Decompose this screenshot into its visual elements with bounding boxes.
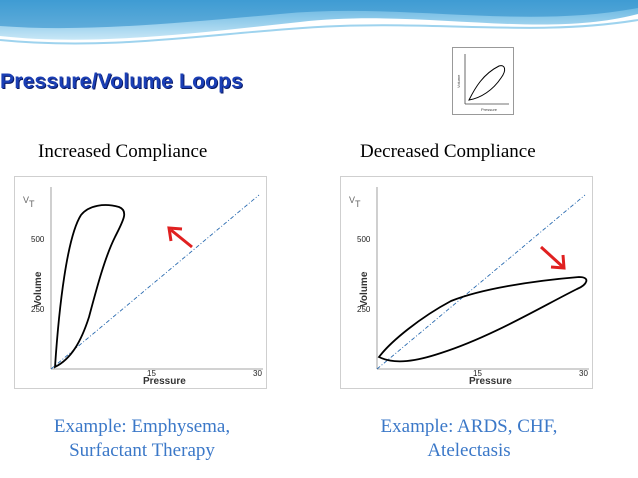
x-axis-label: Pressure (143, 376, 186, 387)
xtick-30: 30 (579, 369, 588, 378)
pv-loop-increased (53, 204, 126, 369)
y-symbol: V (23, 195, 29, 205)
decreased-compliance-graph: V T 500 250 15 30 Volume Pressure (340, 176, 593, 389)
thumbnail-ylabel: Volume (456, 74, 461, 88)
pv-loop-decreased (377, 276, 588, 363)
left-heading: Increased Compliance (38, 141, 208, 162)
right-heading: Decreased Compliance (360, 141, 536, 162)
ytick-500: 500 (357, 235, 371, 244)
right-example: Example: ARDS, CHF, Atelectasis (349, 415, 589, 463)
increased-compliance-graph: V T 500 250 15 30 Volume Pressure (14, 176, 267, 389)
right-example-line1: Example: ARDS, CHF, (380, 416, 558, 437)
ytick-250: 250 (31, 305, 45, 314)
red-arrow-down-right (539, 245, 566, 270)
y-subscript: T (355, 199, 361, 209)
y-axis-label: Volume (33, 271, 44, 307)
red-arrow-up-left (167, 226, 193, 249)
thumbnail-xlabel: Pressure (481, 107, 498, 112)
header-wave-banner (0, 0, 638, 45)
right-example-line2: Atelectasis (427, 440, 511, 461)
left-example-line1: Example: Emphysema, (53, 416, 231, 437)
slide-title: Pressure/Volume Loops (0, 70, 244, 93)
y-symbol: V (349, 195, 355, 205)
xtick-30: 30 (253, 369, 262, 378)
thumbnail-pv-loop: Volume Pressure (452, 47, 514, 115)
xtick-15: 15 (473, 369, 482, 378)
x-axis-label: Pressure (469, 376, 512, 387)
left-example-line2: Surfactant Therapy (69, 440, 215, 461)
compliance-reference-line (50, 194, 260, 370)
left-example: Example: Emphysema, Surfactant Therapy (22, 415, 262, 463)
compliance-reference-line (376, 194, 586, 370)
ytick-500: 500 (31, 235, 45, 244)
ytick-250: 250 (357, 305, 371, 314)
y-subscript: T (29, 199, 35, 209)
xtick-15: 15 (147, 369, 156, 378)
y-axis-label: Volume (359, 271, 370, 307)
